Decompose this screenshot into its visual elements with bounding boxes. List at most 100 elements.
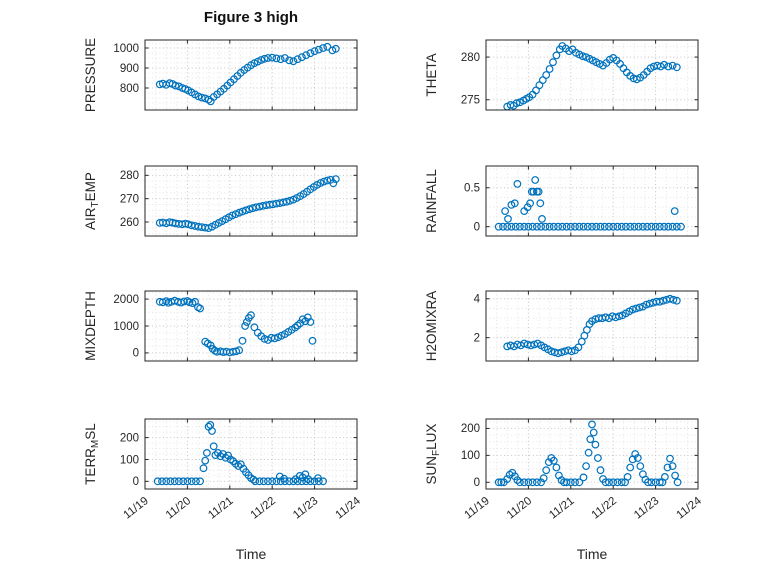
data-point [664, 222, 673, 231]
x-tick-label: 11/23 [632, 495, 661, 522]
data-point [574, 343, 583, 352]
data-point [524, 222, 533, 231]
data-point [586, 435, 595, 444]
data-point [660, 60, 668, 69]
data-point [655, 297, 664, 306]
data-point [241, 322, 250, 330]
series-markers [503, 294, 681, 358]
data-point [588, 222, 596, 231]
data-point [632, 304, 640, 313]
data-point [554, 349, 562, 358]
x-tick-label: 11/21 [547, 495, 576, 522]
subplot-theta: 275 280 THETA [424, 39, 699, 111]
data-point [170, 477, 179, 486]
data-point [549, 222, 558, 231]
data-point [578, 52, 587, 61]
y-tick-label: 100 [461, 450, 480, 462]
data-point [575, 222, 584, 231]
data-point [672, 63, 681, 72]
data-point [513, 476, 522, 485]
x-tick-label: 11/24 [333, 495, 363, 522]
data-point [302, 51, 311, 60]
data-point [588, 420, 596, 429]
data-point [513, 179, 522, 188]
figure-title: Figure 3 high [203, 9, 299, 26]
data-point [238, 336, 247, 345]
y-tick-label: 900 [120, 63, 139, 75]
subplot-mixdepth: 0 1000 2000 MIXDEPTH [83, 290, 358, 362]
data-point [544, 458, 553, 467]
data-point [672, 296, 681, 305]
tick-marks [485, 291, 699, 361]
data-point [536, 199, 545, 208]
y-tick-label: 260 [120, 217, 139, 229]
data-point [571, 222, 579, 231]
data-point [296, 319, 305, 328]
xlabel-right: Time [576, 546, 608, 562]
x-tick-label: 11/22 [249, 495, 278, 522]
data-point [245, 205, 254, 214]
data-point [306, 318, 315, 326]
ylabel-sun-flux: SUNFLUX [424, 424, 442, 485]
data-point [571, 478, 579, 487]
data-point [497, 478, 506, 487]
ylabel-air-temp: AIRTEMP [83, 172, 101, 230]
data-point [538, 214, 546, 223]
data-point [314, 45, 323, 54]
data-point [259, 477, 268, 486]
data-point [655, 222, 664, 231]
data-point [673, 478, 682, 487]
x-tick-label: 11/23 [291, 495, 320, 522]
data-point [306, 49, 315, 58]
y-tick-label: 0 [474, 477, 480, 489]
data-point [529, 187, 538, 196]
y-tick-label: 4 [474, 294, 481, 306]
tick-marks [144, 419, 358, 489]
data-point [596, 222, 605, 231]
data-point [666, 454, 674, 463]
data-point [503, 222, 512, 231]
data-point [520, 222, 529, 231]
series-markers [155, 296, 317, 357]
data-point [270, 334, 279, 343]
y-tick-label: 0.5 [464, 183, 480, 195]
data-point [611, 313, 620, 322]
data-point [549, 456, 558, 465]
data-point [677, 222, 685, 231]
data-point [187, 477, 196, 486]
y-tick-label: 2000 [113, 294, 139, 306]
data-point [247, 311, 255, 320]
data-point [494, 222, 503, 231]
data-point [557, 476, 566, 485]
data-point [503, 475, 512, 483]
data-point [280, 474, 289, 483]
data-point [663, 463, 672, 472]
subplot-sun-flux: 0 100 200 11/19 11/20 11/21 11/22 11/23 11/24 SUN… [424, 418, 704, 522]
data-point [216, 452, 225, 461]
data-point [594, 454, 602, 462]
data-point [545, 65, 554, 73]
plot-background [145, 166, 357, 236]
data-point [659, 296, 668, 305]
data-point [609, 222, 618, 231]
data-point [554, 222, 562, 231]
data-point [221, 453, 230, 462]
data-point [660, 222, 668, 231]
data-point [542, 71, 551, 79]
axes-frame [485, 165, 699, 237]
data-point [331, 175, 340, 184]
data-point [527, 341, 535, 350]
data-point [251, 477, 260, 486]
data-point [668, 61, 677, 70]
data-point [541, 222, 550, 231]
y-tick-label: 2 [474, 332, 480, 344]
data-point [314, 477, 323, 486]
data-point [539, 474, 548, 483]
data-point [264, 54, 272, 62]
data-point [575, 478, 584, 487]
y-tick-label: 0 [133, 348, 139, 360]
series-markers [494, 420, 682, 487]
data-point [166, 477, 175, 486]
data-point [566, 222, 575, 231]
data-point [533, 478, 541, 487]
